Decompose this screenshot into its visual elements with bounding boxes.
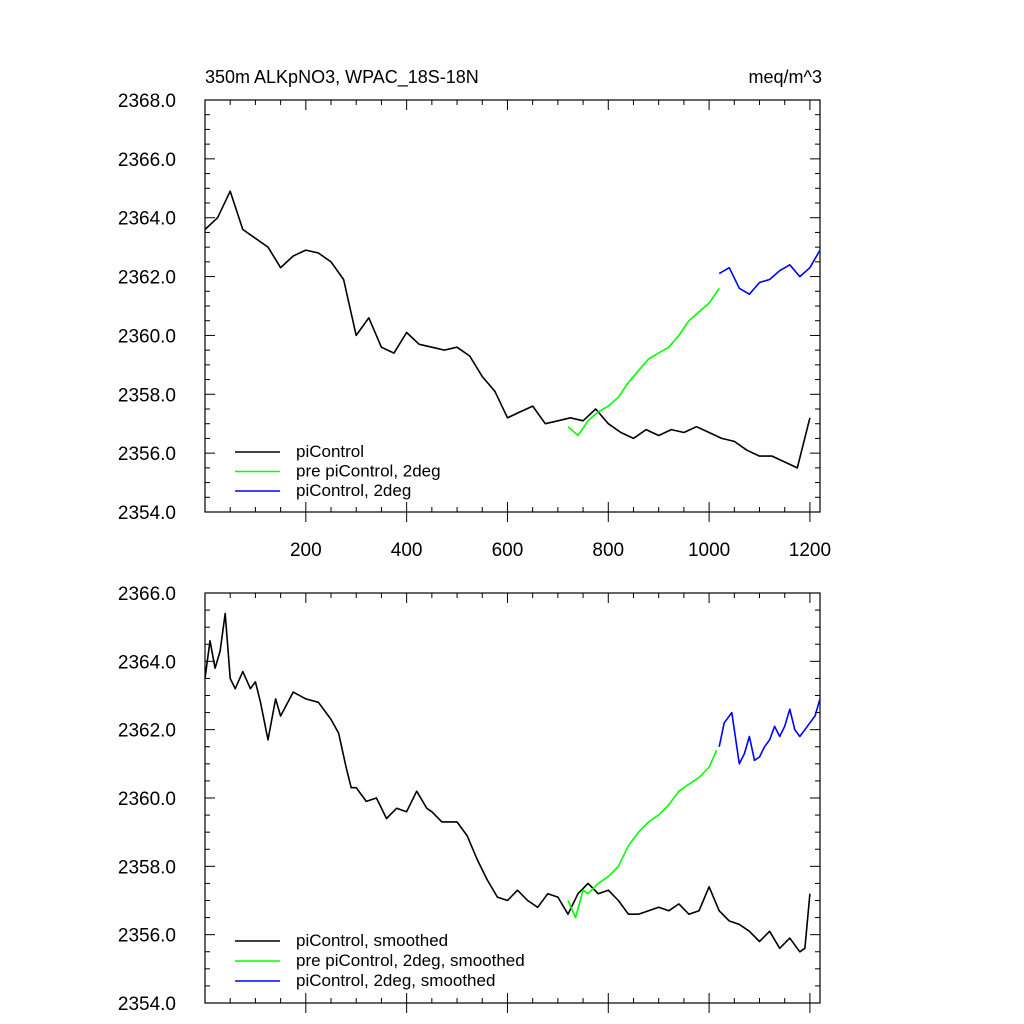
legend-label: piControl, 2deg [296, 481, 411, 500]
top-title-right: meq/m^3 [749, 67, 822, 87]
series-line [204, 612, 811, 953]
top-title-left: 350m ALKpNO3, WPAC_18S-18N [205, 67, 479, 88]
y-tick-label: 2366.0 [118, 150, 176, 171]
legend-label: piControl, smoothed [296, 931, 448, 950]
legend-label: pre piControl, 2deg [296, 462, 441, 481]
y-tick-label: 2358.0 [118, 857, 176, 878]
y-tick-label: 2356.0 [118, 444, 176, 465]
legend-label: pre piControl, 2deg, smoothed [296, 951, 525, 970]
series-line [718, 249, 821, 296]
bottom-panel: 2354.0 2356.0 2358.0 2360.0 2362.0 2364.0 2366… [118, 584, 821, 1015]
top-panel: 350m ALKpNO3, WPAC_18S-18N meq/m^3 200 40… [118, 67, 831, 561]
series-line [567, 749, 718, 919]
x-tick-label: 1000 [688, 540, 730, 561]
series-line [204, 190, 811, 469]
y-tick-label: 2362.0 [118, 268, 176, 289]
series-line [718, 698, 821, 765]
x-tick-label: 1200 [789, 540, 831, 561]
bottom-plot-area: 2354.0 2356.0 2358.0 2360.0 2362.0 2364.0 2366… [118, 584, 821, 1015]
x-tick-label: 200 [290, 540, 322, 561]
y-tick-label: 2360.0 [118, 326, 176, 347]
x-tick-label: 800 [592, 540, 624, 561]
y-tick-label: 2364.0 [118, 652, 176, 673]
y-tick-label: 2362.0 [118, 721, 176, 742]
y-tick-label: 2354.0 [118, 994, 176, 1015]
y-tick-label: 2354.0 [118, 503, 176, 524]
legend-label: piControl, 2deg, smoothed [296, 971, 495, 990]
series-line [567, 287, 720, 437]
y-tick-label: 2358.0 [118, 385, 176, 406]
legend-label: piControl [296, 442, 364, 461]
top-plot-area: 200 400 600 800 1000 1200 2354.0 2356.0 2358.0 23… [118, 91, 831, 561]
y-tick-label: 2366.0 [118, 584, 176, 605]
y-tick-label: 2356.0 [118, 926, 176, 947]
y-tick-label: 2360.0 [118, 789, 176, 810]
x-tick-label: 600 [492, 540, 524, 561]
y-tick-label: 2368.0 [118, 91, 176, 112]
x-tick-label: 400 [391, 540, 423, 561]
y-tick-label: 2364.0 [118, 209, 176, 230]
